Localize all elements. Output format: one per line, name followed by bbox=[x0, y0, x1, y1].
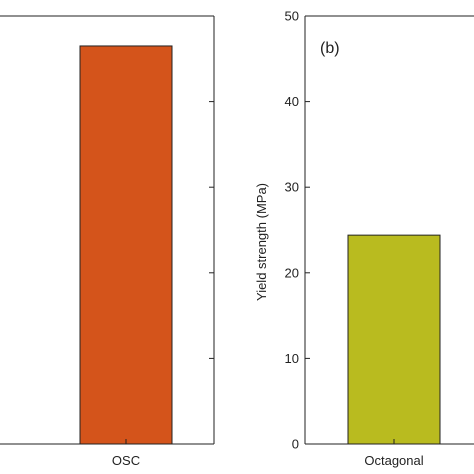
bar-osc bbox=[79, 45, 173, 445]
y-tick-label: 10 bbox=[285, 351, 299, 366]
x-tick-label: Octagonal bbox=[364, 453, 423, 468]
y-tick-label: 40 bbox=[285, 94, 299, 109]
panel-a: OSC bbox=[0, 15, 215, 468]
y-tick-label: 20 bbox=[285, 265, 299, 280]
bar-octagonal bbox=[347, 234, 441, 445]
panel-b: 0 10 20 30 40 50 Yield strength (MPa) (b) Octago… bbox=[254, 9, 474, 468]
x-tick-label: OSC bbox=[112, 453, 140, 468]
y-axis-title: Yield strength (MPa) bbox=[254, 183, 269, 301]
panel-label: (b) bbox=[320, 40, 340, 57]
y-tick-label: 30 bbox=[285, 180, 299, 195]
y-tick-label: 0 bbox=[292, 437, 299, 452]
y-tick-label: 50 bbox=[285, 9, 299, 24]
